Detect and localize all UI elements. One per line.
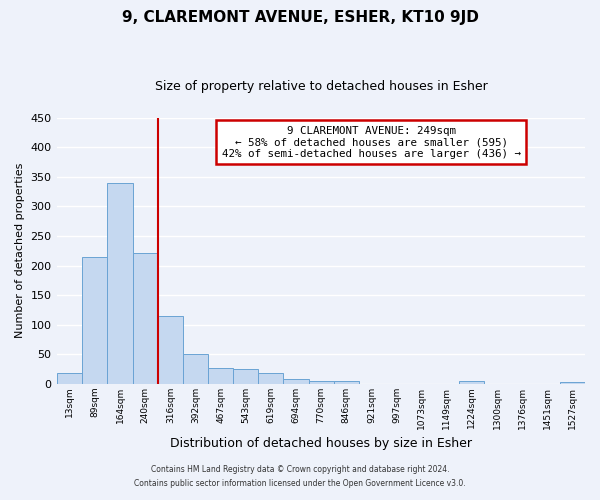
Bar xyxy=(158,316,183,384)
Bar xyxy=(560,382,585,384)
Bar xyxy=(283,379,308,384)
Bar xyxy=(82,256,107,384)
Text: Contains HM Land Registry data © Crown copyright and database right 2024.
Contai: Contains HM Land Registry data © Crown c… xyxy=(134,466,466,487)
Text: 9 CLAREMONT AVENUE: 249sqm
← 58% of detached houses are smaller (595)
42% of sem: 9 CLAREMONT AVENUE: 249sqm ← 58% of deta… xyxy=(222,126,521,159)
Bar xyxy=(258,372,283,384)
Text: 9, CLAREMONT AVENUE, ESHER, KT10 9JD: 9, CLAREMONT AVENUE, ESHER, KT10 9JD xyxy=(122,10,478,25)
Bar xyxy=(107,183,133,384)
Bar xyxy=(308,381,334,384)
Bar xyxy=(208,368,233,384)
Bar xyxy=(460,382,484,384)
Bar xyxy=(133,252,158,384)
Bar xyxy=(233,369,258,384)
X-axis label: Distribution of detached houses by size in Esher: Distribution of detached houses by size … xyxy=(170,437,472,450)
Title: Size of property relative to detached houses in Esher: Size of property relative to detached ho… xyxy=(155,80,487,93)
Bar xyxy=(334,382,359,384)
Bar xyxy=(57,373,82,384)
Y-axis label: Number of detached properties: Number of detached properties xyxy=(15,163,25,338)
Bar xyxy=(183,354,208,384)
